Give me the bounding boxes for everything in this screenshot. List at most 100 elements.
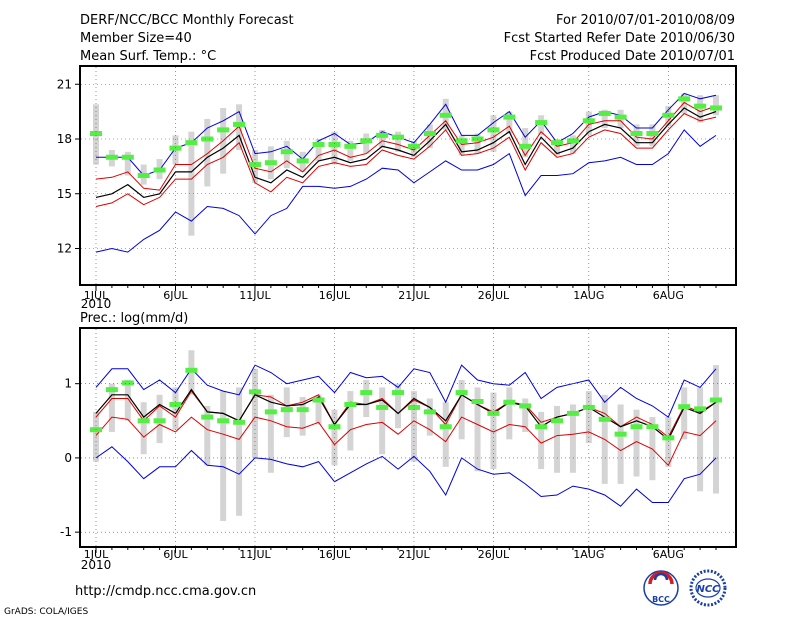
precipitation-spread-bar	[379, 387, 386, 455]
temperature-median-marker	[535, 120, 548, 126]
temperature-median-marker	[248, 162, 261, 168]
precipitation-spread-bar	[124, 379, 131, 421]
ncc-logo-text: NCC	[696, 584, 720, 595]
temperature-median-marker	[233, 121, 246, 127]
temperature-median-marker	[392, 134, 405, 140]
precipitation-median-marker	[233, 419, 246, 425]
ncc-logo: NCC	[689, 569, 727, 607]
precipitation-median-marker	[535, 424, 548, 430]
temperature-median-marker	[328, 141, 341, 147]
temperature-x-tick-label: 6JUL	[163, 289, 188, 302]
member-size-label: Member Size=40	[80, 31, 192, 46]
temperature-spread-bar	[506, 111, 513, 134]
precipitation-spread-bar	[538, 411, 545, 470]
precipitation-median-marker	[280, 407, 293, 413]
precipitation-median-marker	[153, 418, 166, 424]
temperature-median-marker	[90, 131, 102, 137]
temperature-spread-bar	[554, 139, 561, 156]
precipitation-spread-bar	[713, 365, 719, 494]
temperature-median-markers	[90, 96, 722, 178]
temperature-spread-bar	[458, 135, 465, 156]
temperature-spread-bar	[204, 118, 211, 187]
temperature-median-marker	[153, 167, 166, 173]
precipitation-spread-bar	[697, 387, 704, 492]
precipitation-x-tick-label: 6JUL	[163, 548, 188, 561]
source-url: http://cmdp.ncc.cma.gov.cn	[75, 584, 256, 599]
precipitation-median-marker	[503, 399, 516, 405]
temperature-y-tick-label: 15	[57, 187, 72, 201]
precipitation-median-marker	[264, 409, 277, 415]
precipitation-median-marker	[646, 424, 659, 430]
precipitation-spread-bar	[236, 387, 243, 516]
precipitation-median-marker	[312, 397, 325, 403]
temperature-plot-frame	[79, 65, 737, 286]
temperature-spread-bar	[347, 140, 354, 161]
temperature-x-tick-label: 16JUL	[319, 289, 351, 302]
precipitation-spread-bar	[569, 404, 576, 473]
temperature-median-marker	[423, 131, 436, 137]
temperature-median-marker	[710, 105, 722, 111]
temperature-median-marker	[519, 143, 532, 149]
temperature-y-axis: 12 15 18 21	[57, 77, 735, 256]
precipitation-x-tick-label: 6AUG	[653, 548, 684, 561]
temperature-panel: 12 15 18 21 1JUL 6JUL 11JUL 16JUL 21JUL 26JUL 1AU…	[57, 65, 737, 311]
temperature-median-marker	[582, 118, 595, 124]
temperature-mean-line	[95, 107, 717, 199]
grads-credit: GrADS: COLA/IGES	[4, 607, 88, 617]
bcc-logo-text: BCC	[652, 595, 670, 604]
precipitation-spread-bar	[681, 387, 688, 440]
forecast-period: For 2010/07/01-2010/08/09	[556, 13, 735, 28]
temperature-median-marker	[121, 154, 134, 160]
temperature-spread-bar	[363, 133, 370, 154]
precipitation-x-tick-label: 1JUL	[84, 548, 109, 561]
precipitation-median-marker	[296, 407, 309, 413]
precipitation-spread-bar	[267, 394, 274, 473]
precipitation-lines	[95, 364, 717, 507]
precipitation-median-marker	[423, 409, 436, 415]
bcc-logo-swirl-inner-icon	[653, 572, 669, 581]
precipitation-median-marker	[217, 418, 230, 424]
precipitation-median-marker	[678, 404, 691, 410]
temperature-median-marker	[566, 138, 579, 144]
temperature-median-marker	[694, 103, 707, 109]
variable-label-precipitation: Prec.: log(mm/d)	[80, 311, 188, 326]
temperature-median-marker	[598, 110, 611, 116]
temperature-x-tick-label: 1AUG	[573, 289, 604, 302]
precipitation-spread-bar	[363, 379, 370, 418]
temperature-spread-bar	[124, 151, 131, 176]
temperature-median-marker	[280, 149, 293, 155]
temperature-x-tick-label: 1JUL	[84, 289, 109, 302]
temperature-spread-bar	[395, 131, 402, 152]
precipitation-spread-bar	[490, 392, 497, 470]
precipitation-spread-bar	[299, 397, 306, 436]
temperature-y-tick-label: 12	[57, 242, 72, 256]
precipitation-x-tick-label: 11JUL	[239, 548, 271, 561]
precipitation-median-marker	[248, 389, 261, 395]
precipitation-spread-bar	[220, 391, 227, 522]
precipitation-median-marker	[328, 424, 341, 430]
precipitation-spread-bar	[617, 404, 624, 484]
precipitation-spread-bar	[554, 405, 561, 473]
temperature-min-line	[95, 129, 717, 253]
temperature-median-marker	[439, 112, 452, 118]
temperature-median-marker	[344, 143, 357, 149]
temperature-median-marker	[296, 158, 309, 164]
precipitation-median-marker	[471, 398, 484, 404]
precipitation-median-marker	[201, 414, 214, 420]
precipitation-year-label: 2010	[81, 558, 112, 572]
temperature-x-axis: 1JUL 6JUL 11JUL 16JUL 21JUL 26JUL 1AUG 6AUG	[84, 67, 717, 302]
precipitation-median-marker	[105, 387, 118, 393]
precipitation-median-marker	[169, 401, 182, 407]
precipitation-median-marker	[566, 410, 579, 416]
variable-label-temperature: Mean Surf. Temp.: °C	[80, 49, 216, 64]
precipitation-median-marker	[137, 418, 150, 424]
temperature-median-marker	[614, 114, 627, 120]
temperature-spread-bar	[522, 128, 529, 158]
temperature-median-marker	[201, 136, 214, 142]
temperature-spread-bar	[681, 93, 688, 114]
precipitation-plot-frame	[79, 327, 737, 548]
forecast-produced-date: Fcst Produced Date 2010/07/01	[530, 49, 735, 64]
temperature-median-marker	[217, 127, 230, 133]
temperature-spread-bar	[601, 109, 608, 129]
